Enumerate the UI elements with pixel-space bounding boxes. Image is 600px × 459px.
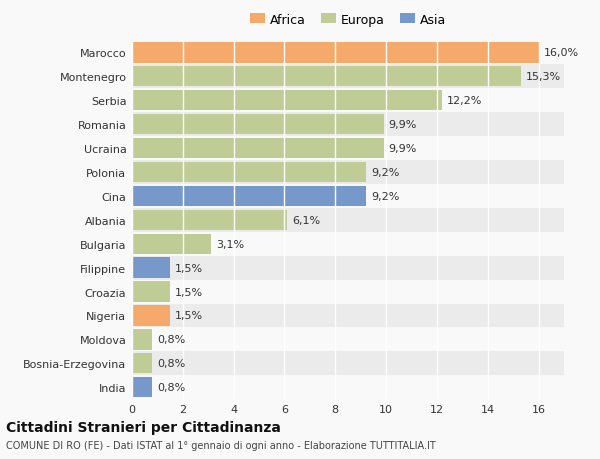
Text: 15,3%: 15,3% [526,72,561,82]
Bar [132,282,170,302]
Text: 1,5%: 1,5% [175,287,203,297]
Text: 16,0%: 16,0% [544,48,579,58]
Text: COMUNE DI RO (FE) - Dati ISTAT al 1° gennaio di ogni anno - Elaborazione TUTTITA: COMUNE DI RO (FE) - Dati ISTAT al 1° gen… [6,440,436,450]
Bar [132,67,521,87]
Text: 0,8%: 0,8% [157,358,185,369]
Bar [132,232,564,256]
Text: Cittadini Stranieri per Cittadinanza: Cittadini Stranieri per Cittadinanza [6,420,281,434]
Text: 0,8%: 0,8% [157,335,185,345]
Text: 9,2%: 9,2% [371,168,399,178]
Text: 0,8%: 0,8% [157,382,185,392]
Bar [132,113,564,137]
Bar [132,377,152,397]
Bar [132,185,564,208]
Bar [132,137,564,161]
Bar [132,280,564,304]
Bar [132,162,366,183]
Legend: Africa, Europa, Asia: Africa, Europa, Asia [245,9,451,32]
Text: 12,2%: 12,2% [447,96,482,106]
Text: 9,9%: 9,9% [389,120,417,130]
Bar [132,65,564,89]
Bar [132,115,383,135]
Bar [132,256,564,280]
Bar [132,375,564,399]
Bar [132,186,366,207]
Text: 1,5%: 1,5% [175,311,203,321]
Text: 3,1%: 3,1% [216,239,244,249]
Bar [132,304,564,328]
Bar [132,43,539,63]
Bar [132,91,442,111]
Bar [132,139,383,159]
Text: 9,2%: 9,2% [371,191,399,202]
Bar [132,41,564,65]
Bar [132,330,152,350]
Bar [132,210,287,230]
Bar [132,208,564,232]
Bar [132,328,564,352]
Bar [132,353,152,374]
Bar [132,89,564,113]
Bar [132,352,564,375]
Bar [132,234,211,254]
Bar [132,306,170,326]
Bar [132,161,564,185]
Text: 6,1%: 6,1% [292,215,320,225]
Text: 1,5%: 1,5% [175,263,203,273]
Text: 9,9%: 9,9% [389,144,417,154]
Bar [132,258,170,278]
